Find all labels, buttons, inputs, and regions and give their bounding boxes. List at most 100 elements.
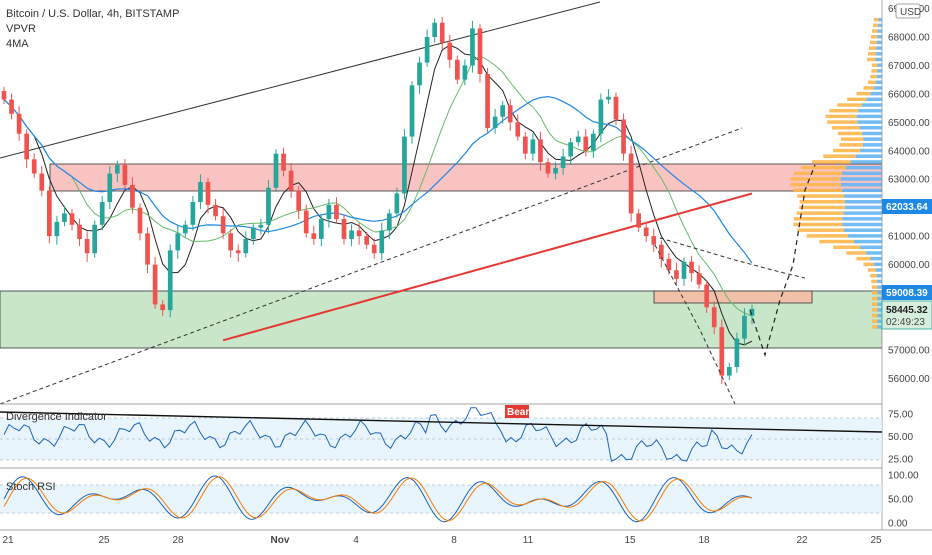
divergence-tick-label: 50.00	[888, 432, 913, 443]
vpvr-bar-up	[871, 296, 878, 301]
candle-body	[46, 190, 52, 237]
vpvr-bar-down	[878, 17, 882, 22]
countdown-tag: 02:49:23	[886, 317, 925, 328]
vpvr-bar-down	[842, 222, 882, 227]
indicator-vpvr: VPVR	[6, 23, 36, 35]
candle-body	[39, 173, 45, 191]
candle-body	[303, 210, 309, 234]
candle-body	[424, 36, 430, 63]
vpvr-bar-down	[873, 86, 882, 90]
vpvr-bar-up	[868, 52, 876, 56]
vpvr-bar-up	[833, 148, 861, 153]
price-tick-label: 64000.00	[888, 146, 930, 157]
time-tick-label: 22	[796, 535, 808, 546]
candle-body	[228, 233, 234, 251]
vpvr-bar-down	[876, 46, 882, 50]
vpvr-bar-up	[871, 34, 878, 39]
candle-body	[689, 261, 694, 274]
vpvr-bar-down	[843, 211, 882, 215]
stoch-d-line	[3, 476, 753, 522]
candle-body	[583, 136, 589, 151]
candle-body	[711, 307, 717, 328]
candle-body	[69, 213, 75, 225]
candle-body	[371, 244, 377, 254]
vpvr-bar-up	[812, 160, 851, 164]
candle-body	[651, 236, 657, 245]
candle-body	[152, 264, 158, 305]
time-tick-label: 15	[624, 535, 636, 546]
time-tick-label: 21	[2, 535, 14, 546]
vpvr-bar-down	[850, 160, 882, 164]
candle-body	[258, 224, 264, 228]
vpvr-bar-up	[870, 74, 877, 79]
vpvr-bar-down	[845, 165, 882, 170]
price-tick-label: 56000.00	[888, 374, 930, 385]
time-tick-label: 28	[172, 535, 184, 546]
vpvr-bar-down	[853, 239, 882, 244]
vpvr-bar-down	[877, 285, 882, 289]
candle-body	[62, 213, 67, 222]
currency-label[interactable]: USD	[900, 7, 921, 18]
candle-body	[447, 42, 453, 60]
candle-body	[220, 216, 226, 234]
vpvr-bar-down	[877, 23, 882, 28]
vpvr-bar-up	[790, 182, 841, 187]
candle-body	[235, 250, 241, 254]
candle-body	[621, 119, 626, 154]
candle-body	[16, 113, 22, 134]
candle-body	[122, 165, 128, 185]
vpvr-bar-down	[842, 188, 882, 193]
ma-blue-line	[3, 95, 753, 264]
candle-body	[470, 28, 475, 66]
vpvr-bar-down	[875, 52, 882, 56]
vpvr-bar-up	[797, 228, 844, 232]
vpvr-bar-down	[844, 200, 882, 204]
vpvr-bar-down	[848, 234, 882, 238]
vpvr-bar-up	[839, 143, 863, 147]
candle-body	[379, 230, 385, 254]
vpvr-bar-up	[871, 69, 878, 73]
resistance-zone	[49, 163, 882, 192]
vpvr-bar-down	[877, 302, 882, 306]
vpvr-bar-down	[876, 40, 882, 45]
candle-body	[394, 193, 400, 214]
vpvr-bar-up	[871, 313, 878, 318]
moving-averages	[3, 44, 753, 346]
vpvr-bar-down	[860, 245, 882, 250]
vpvr-bar-up	[840, 137, 864, 141]
candle-body	[492, 116, 498, 129]
candle-body	[99, 202, 105, 225]
vpvr-bar-up	[799, 200, 845, 204]
stoch-pane[interactable]: Stoch RSI 0.00 50.00 100.00	[0, 470, 919, 530]
candle-body	[606, 96, 611, 100]
time-tick-label: 8	[451, 535, 457, 546]
vpvr-bar-up	[871, 291, 878, 295]
vpvr-bar-up	[793, 188, 843, 193]
candle-body	[485, 73, 490, 129]
vpvr-bar-down	[870, 256, 882, 261]
candle-body	[719, 327, 725, 376]
time-axis[interactable]: 21 25 28 Nov 4 8 11 15 18 22 25	[2, 535, 882, 546]
vpvr-bar-down	[862, 143, 882, 147]
candle-body	[205, 182, 211, 205]
vpvr-bar-up	[872, 325, 878, 329]
vpvr-bar-down	[859, 126, 882, 130]
vpvr-bar-up	[856, 91, 871, 96]
price-axis[interactable]	[882, 0, 932, 550]
candle-body	[54, 221, 60, 237]
candle-body	[696, 273, 702, 285]
vpvr-bar-down	[877, 29, 882, 33]
candle-body	[84, 238, 90, 254]
time-tick-label: 11	[523, 535, 534, 546]
candle-body	[266, 187, 271, 225]
candle-body	[477, 28, 483, 74]
vpvr-bar-down	[875, 57, 882, 62]
vpvr-bar-down	[840, 182, 882, 187]
vpvr-bar-down	[877, 291, 882, 295]
candle-body	[77, 224, 82, 239]
price-tick-label: 65000.00	[888, 118, 930, 129]
vpvr-bar-up	[825, 114, 857, 119]
divergence-pane[interactable]: Bear Divergence Indicator 25.00 50.00 75.0…	[0, 405, 913, 466]
candle-body	[704, 284, 710, 308]
